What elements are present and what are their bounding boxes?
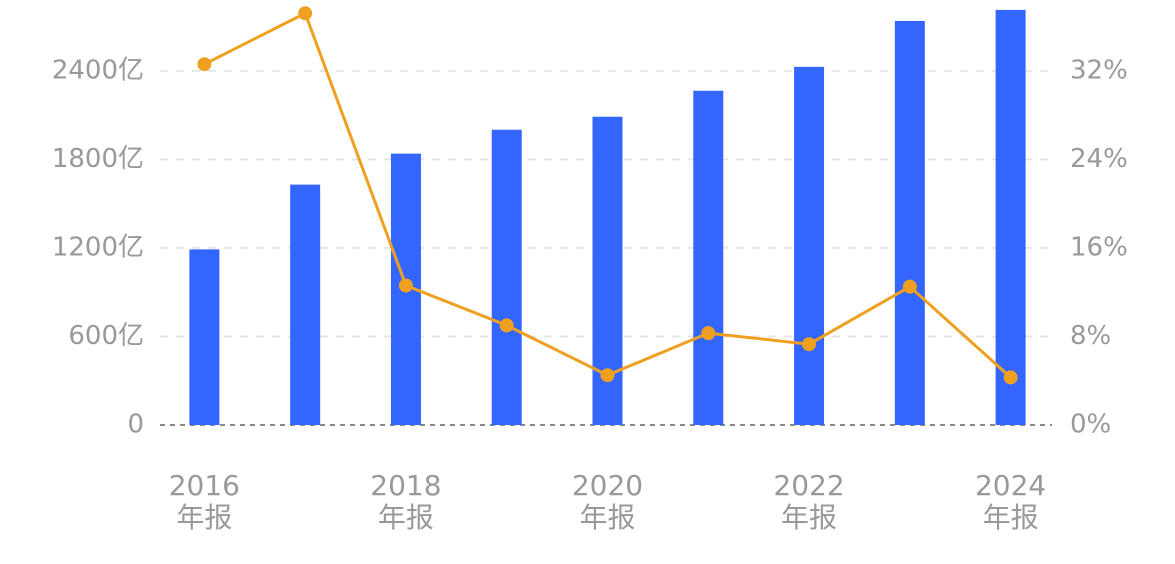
y-tick-label: 600亿 xyxy=(68,321,144,351)
bar xyxy=(894,20,925,425)
bar xyxy=(189,249,220,425)
x-tick-label: 2024 年报 xyxy=(974,469,1047,534)
bar xyxy=(995,9,1026,426)
line-point xyxy=(197,57,212,72)
y2-tick-label: 16% xyxy=(1070,232,1128,262)
line-point xyxy=(499,318,514,333)
line-point xyxy=(298,6,313,21)
line-point xyxy=(902,279,917,294)
y2-tick-label: 32% xyxy=(1070,55,1128,85)
line-point xyxy=(802,337,817,352)
y-tick-label: 2400亿 xyxy=(52,55,144,85)
x-tick-label: 2022 年报 xyxy=(773,469,845,534)
bar xyxy=(794,66,825,425)
y-tick-label: 1800亿 xyxy=(52,144,144,174)
line-point xyxy=(398,278,413,293)
bar xyxy=(491,129,522,425)
line-point xyxy=(701,326,716,341)
y-tick-label: 1200亿 xyxy=(52,232,144,262)
x-tick-label: 2018 年报 xyxy=(370,469,442,534)
y2-tick-label: 24% xyxy=(1070,144,1128,174)
y-tick-label: 0 xyxy=(127,410,144,440)
x-tick-label: 2016 年报 xyxy=(168,469,240,534)
y2-tick-label: 0% xyxy=(1070,410,1111,440)
y2-tick-label: 8% xyxy=(1070,321,1111,351)
bar xyxy=(290,184,321,425)
line-point xyxy=(600,368,615,383)
x-tick-label: 2020 年报 xyxy=(571,469,644,534)
bar xyxy=(693,90,724,425)
line-point xyxy=(1003,370,1018,385)
